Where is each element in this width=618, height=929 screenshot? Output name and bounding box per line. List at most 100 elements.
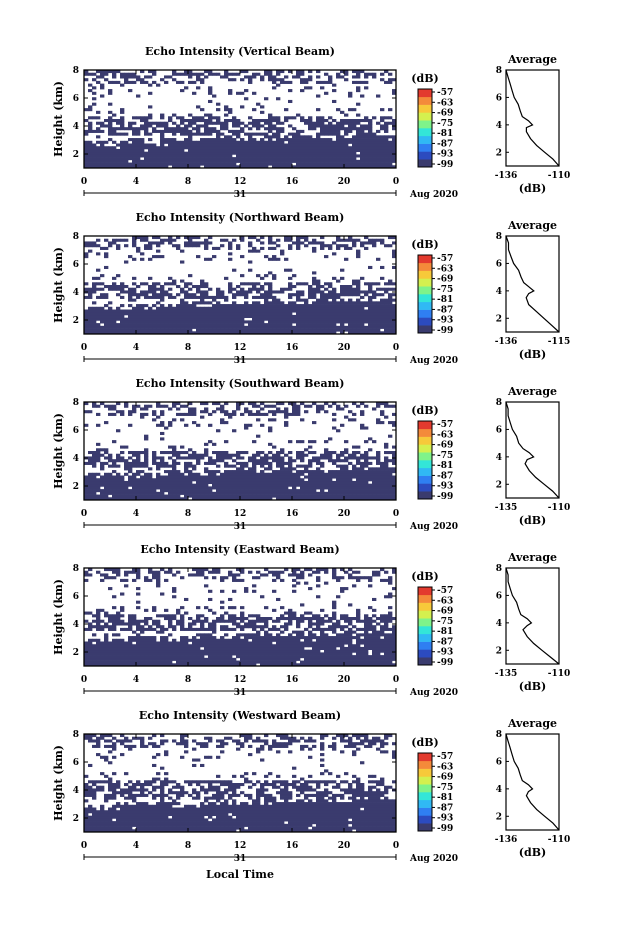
heatmap-cell: [180, 617, 185, 621]
heatmap-cell: [204, 244, 209, 248]
heatmap-cell: [320, 236, 325, 240]
heatmap-cell: [312, 301, 317, 305]
heatmap-cell: [152, 480, 157, 485]
heatmap-cell: [288, 328, 293, 332]
heatmap-cell: [344, 293, 349, 297]
heatmap-cell: [152, 148, 157, 153]
heatmap-cell: [148, 467, 153, 471]
heatmap-cell: [276, 143, 281, 147]
heatmap-cell: [264, 312, 269, 316]
x-tick-label: 12: [234, 509, 247, 519]
heatmap-cell: [92, 402, 97, 406]
heatmap-cell: [132, 494, 137, 498]
heatmap-cell: [204, 453, 209, 457]
heatmap-cell: [136, 663, 141, 667]
heatmap-cell: [280, 491, 285, 495]
heatmap-cell: [140, 124, 145, 128]
heatmap-cell: [184, 143, 189, 147]
heatmap-cell: [216, 312, 221, 316]
heatmap-cell: [140, 293, 145, 297]
heatmap-cell: [220, 140, 225, 144]
heatmap-cell: [276, 328, 281, 332]
heatmap-cell: [192, 241, 197, 245]
heatmap-cell: [316, 285, 321, 289]
heatmap-cell: [300, 129, 305, 133]
heatmap-cell: [260, 148, 265, 153]
y-tick-label: 6: [73, 94, 79, 104]
heatmap-cell: [180, 317, 185, 321]
heatmap-cell: [256, 290, 261, 294]
heatmap-cell: [224, 317, 229, 321]
panel-northward-beam: Echo Intensity (Northward Beam) 2468Heig…: [52, 211, 570, 366]
heatmap-cell: [316, 290, 321, 294]
heatmap-cell: [308, 86, 313, 90]
heatmap-cell: [236, 124, 241, 128]
heatmap-cell: [272, 445, 277, 449]
heatmap-cell: [124, 491, 129, 495]
heatmap-cell: [380, 467, 385, 471]
heatmap-cell: [336, 143, 341, 147]
heatmap-cell: [356, 154, 361, 158]
heatmap-cell: [104, 255, 109, 259]
heatmap-cell: [340, 309, 345, 313]
heatmap-cell: [164, 578, 169, 582]
heatmap-cell: [364, 290, 369, 294]
heatmap-cell: [324, 306, 329, 310]
heatmap-cell: [212, 328, 217, 332]
heatmap-cell: [168, 478, 173, 482]
heatmap-cell: [172, 461, 177, 465]
heatmap-cell: [176, 312, 181, 316]
heatmap-cell: [144, 494, 149, 498]
heatmap-cell: [156, 309, 161, 313]
heatmap-cell: [264, 140, 269, 144]
heatmap-cell: [368, 241, 373, 245]
heatmap-cell: [304, 238, 309, 242]
colorbar-segment: [418, 309, 432, 318]
heatmap-cell: [324, 494, 329, 498]
heatmap-cell: [176, 304, 181, 308]
heatmap-cell: [164, 312, 169, 316]
heatmap-cell: [204, 489, 209, 493]
heatmap-cell: [288, 312, 293, 316]
heatmap-cell: [264, 132, 269, 136]
heatmap-cell: [180, 649, 185, 653]
heatmap-cell: [188, 644, 193, 648]
heatmap-cell: [140, 328, 145, 332]
heatmap-cell: [148, 105, 153, 109]
heatmap-cell: [380, 320, 385, 324]
heatmap-cell: [104, 285, 109, 289]
heatmap-cell: [392, 423, 397, 427]
heatmap-cell: [108, 116, 113, 120]
heatmap-cell: [100, 641, 105, 645]
x-tick-label: 4: [133, 177, 139, 187]
heatmap-cell: [244, 70, 249, 74]
heatmap-cell: [332, 129, 337, 133]
heatmap-cell: [288, 246, 293, 250]
heatmap-cell: [172, 480, 177, 485]
heatmap-cell: [200, 317, 205, 321]
heatmap-cell: [320, 124, 325, 128]
colorbar-segment: [418, 294, 432, 303]
heatmap-cell: [128, 72, 133, 76]
heatmap-cell: [200, 301, 205, 305]
heatmap-cell: [156, 663, 161, 667]
heatmap-cell: [116, 80, 121, 84]
heatmap-cell: [160, 459, 165, 463]
heatmap-cell: [256, 314, 261, 319]
heatmap-cell: [252, 304, 257, 308]
heatmap-cell: [352, 108, 357, 112]
heatmap-cell: [392, 236, 397, 240]
heatmap-cell: [192, 301, 197, 305]
x-tick-label: 20: [338, 343, 351, 353]
heatmap-cell: [144, 412, 149, 416]
heatmap-cell: [144, 627, 149, 631]
heatmap-cell: [92, 309, 97, 313]
heatmap-cell: [296, 489, 301, 493]
heatmap-cell: [152, 573, 157, 577]
heatmap-cell: [268, 497, 273, 501]
heatmap-cell: [332, 143, 337, 147]
heatmap-cell: [384, 467, 389, 471]
heatmap-cell: [204, 162, 209, 166]
heatmap-cell: [356, 238, 361, 242]
heatmap-cell: [368, 290, 373, 294]
